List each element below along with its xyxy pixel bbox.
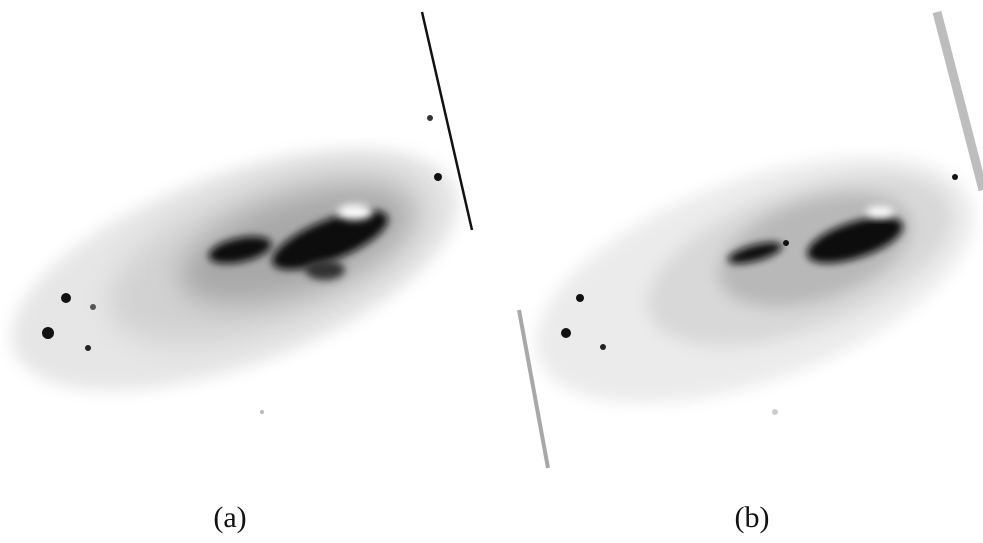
panel-a-image xyxy=(11,11,474,414)
panel-label: (a) xyxy=(213,501,246,534)
panel-label: (b) xyxy=(735,501,770,534)
panel-b-image xyxy=(517,10,983,469)
